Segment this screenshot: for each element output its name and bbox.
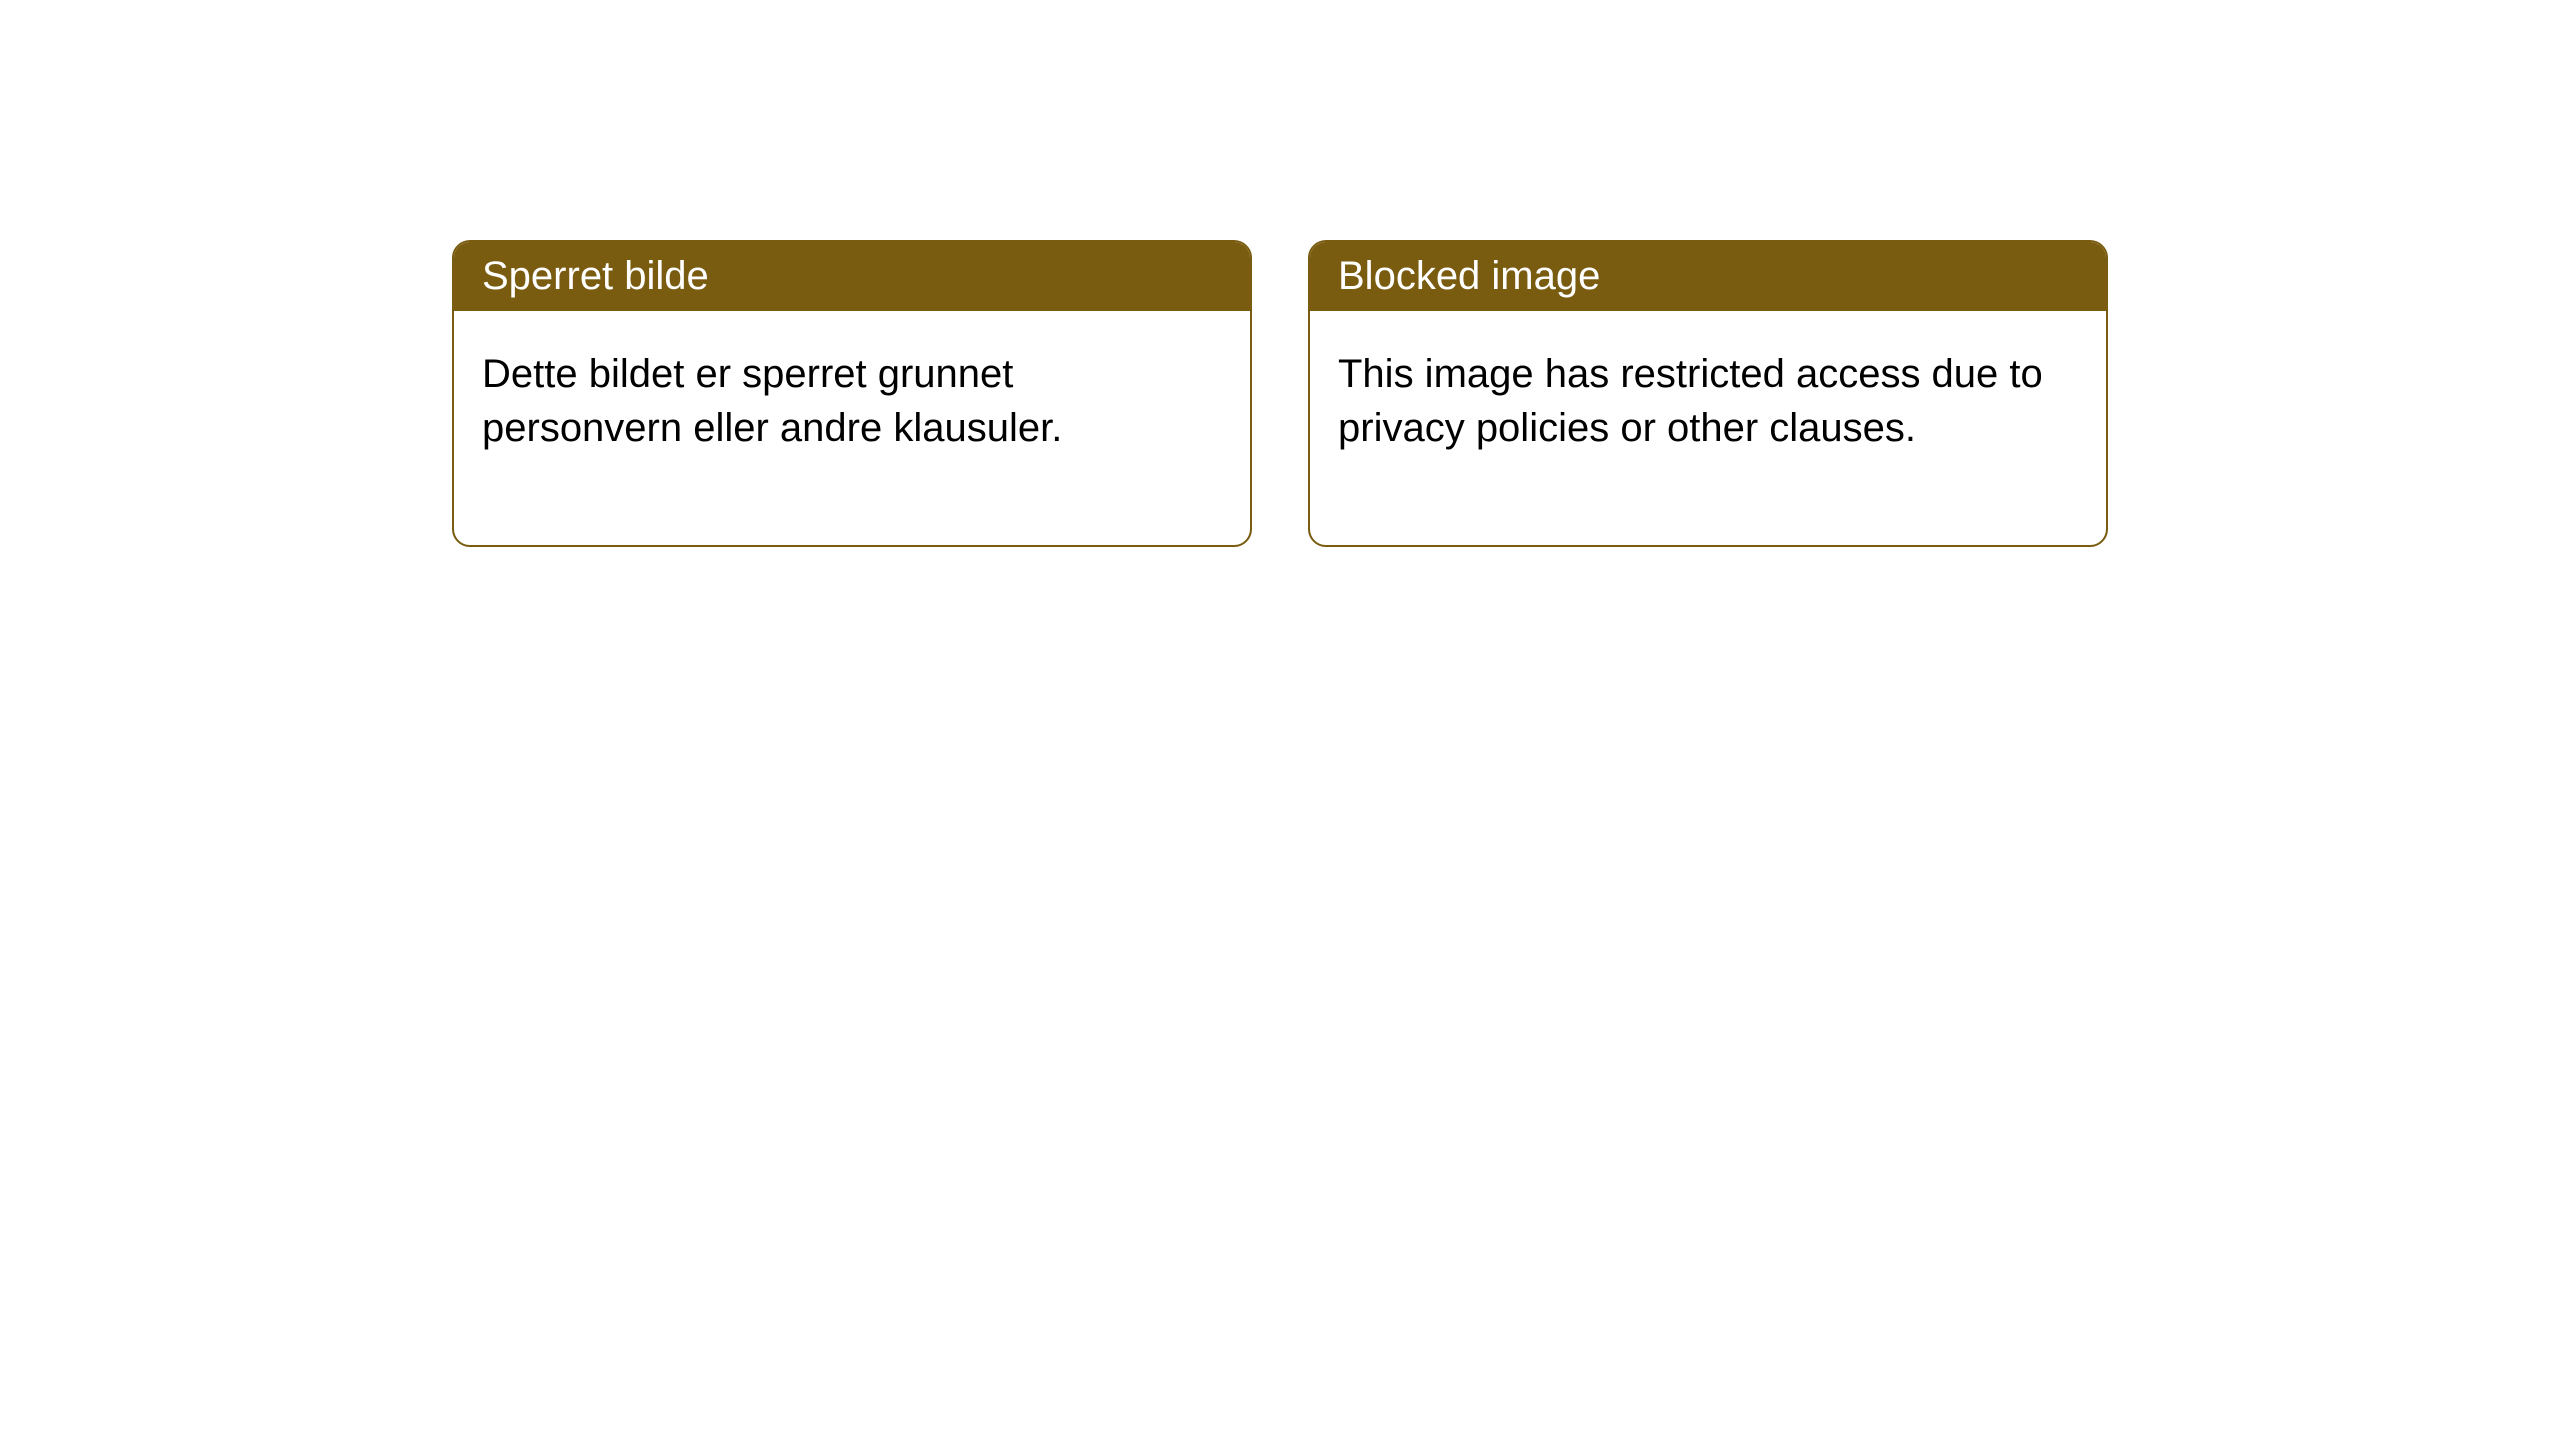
notice-container: Sperret bilde Dette bildet er sperret gr… — [0, 240, 2560, 547]
notice-card-english: Blocked image This image has restricted … — [1308, 240, 2108, 547]
notice-body-english: This image has restricted access due to … — [1310, 311, 2106, 545]
notice-title-norwegian: Sperret bilde — [454, 242, 1250, 311]
notice-title-english: Blocked image — [1310, 242, 2106, 311]
notice-body-norwegian: Dette bildet er sperret grunnet personve… — [454, 311, 1250, 545]
notice-card-norwegian: Sperret bilde Dette bildet er sperret gr… — [452, 240, 1252, 547]
